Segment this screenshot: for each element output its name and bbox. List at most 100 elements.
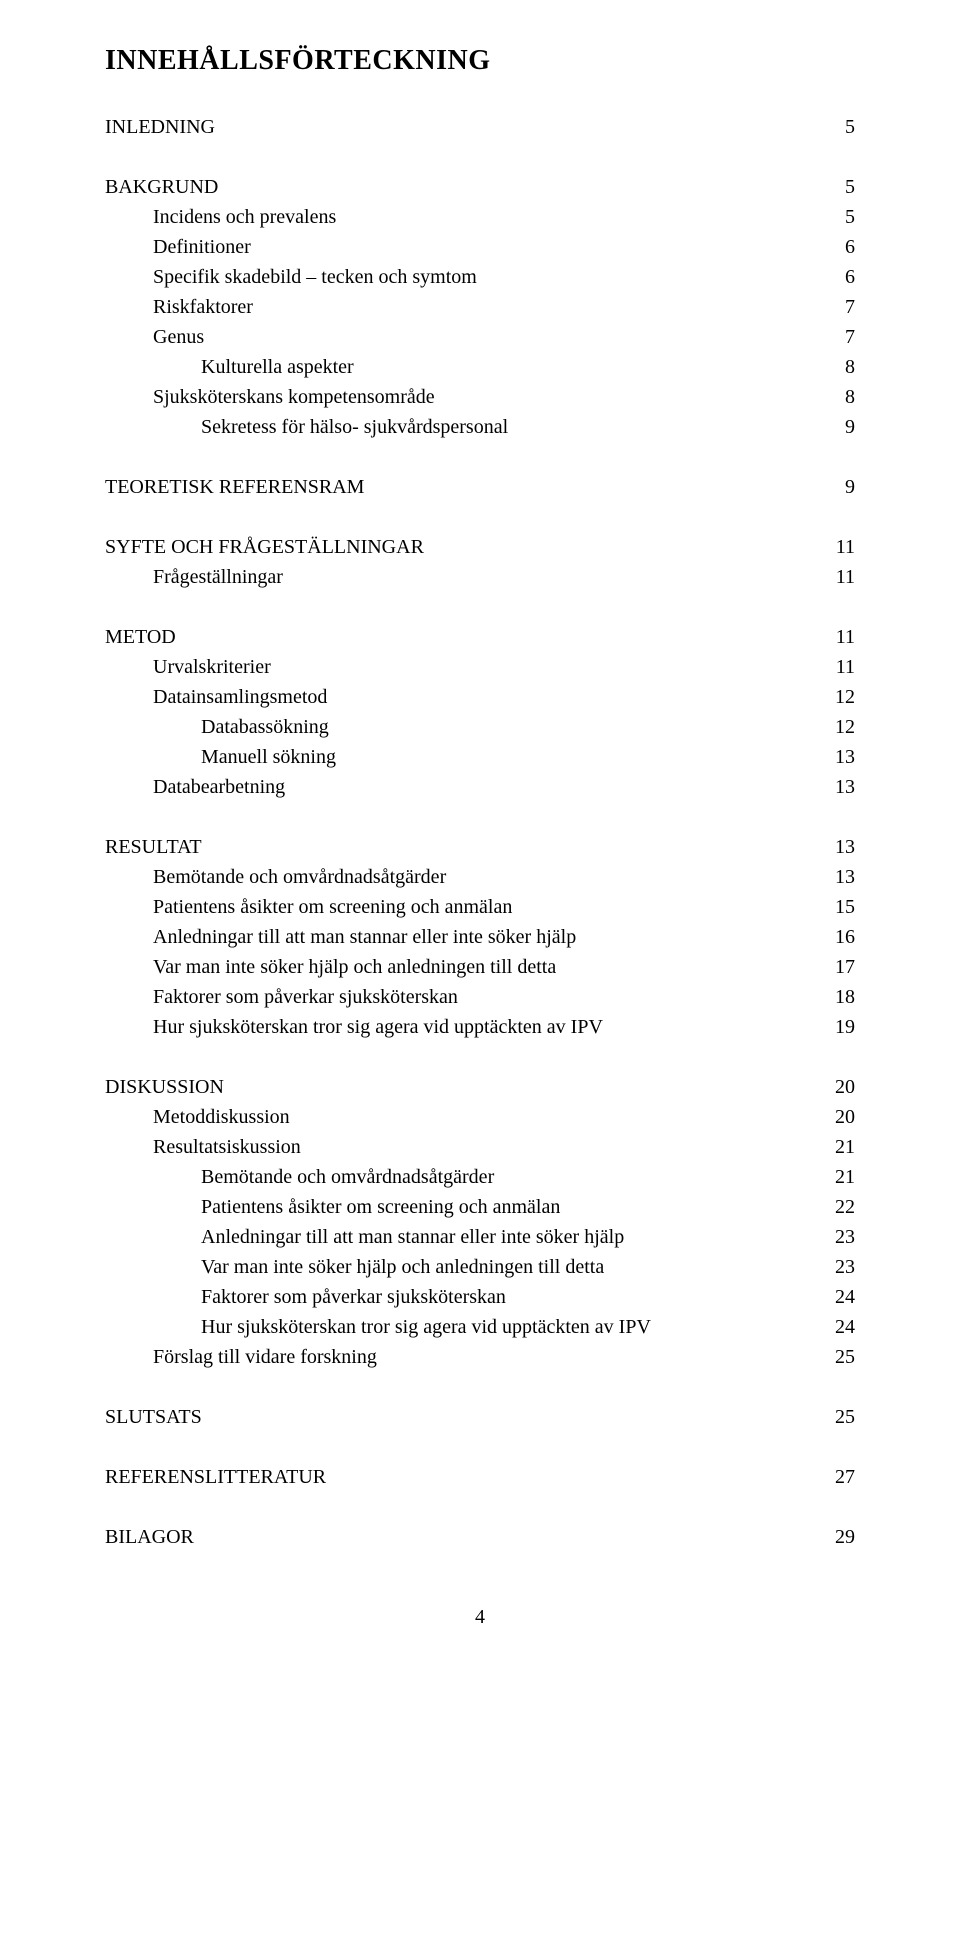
toc-label: DISKUSSION <box>105 1072 224 1102</box>
toc-row: REFERENSLITTERATUR27 <box>105 1462 855 1492</box>
toc-row: Anledningar till att man stannar eller i… <box>105 1222 855 1252</box>
toc-label: Bemötande och omvårdnadsåtgärder <box>153 862 446 892</box>
toc-page: 5 <box>825 112 855 142</box>
toc-label: TEORETISK REFERENSRAM <box>105 472 364 502</box>
toc-section: RESULTAT 13 Bemötande och omvårdnadsåtgärd… <box>105 832 855 1042</box>
toc-row: Hur sjuksköterskan tror sig agera vid up… <box>105 1012 855 1042</box>
toc-label: Urvalskriterier <box>153 652 271 682</box>
toc-label: Anledningar till att man stannar eller i… <box>201 1222 624 1252</box>
toc-page: 8 <box>825 382 855 412</box>
toc-label: SYFTE OCH FRÅGESTÄLLNINGAR <box>105 532 424 562</box>
toc-section: BAKGRUND5Incidens och prevalens5Definiti… <box>105 172 855 442</box>
toc-row: Datainsamlingsmetod 12 <box>105 682 855 712</box>
toc-section: SYFTE OCH FRÅGESTÄLLNINGAR11Frågeställni… <box>105 532 855 592</box>
toc-section: METOD11Urvalskriterier11Datainsamlingsme… <box>105 622 855 802</box>
toc-label: Var man inte söker hjälp och anledningen… <box>201 1252 604 1282</box>
toc-page: 15 <box>825 892 855 922</box>
toc-label: BILAGOR <box>105 1522 194 1552</box>
toc-page: 11 <box>825 652 855 682</box>
toc-label: Faktorer som påverkar sjuksköterskan <box>153 982 458 1012</box>
toc-page: 27 <box>825 1462 855 1492</box>
toc-page: 21 <box>825 1162 855 1192</box>
toc-row: BILAGOR29 <box>105 1522 855 1552</box>
toc-page: 11 <box>825 562 855 592</box>
toc-label: SLUTSATS <box>105 1402 202 1432</box>
toc-label: Hur sjuksköterskan tror sig agera vid up… <box>201 1312 651 1342</box>
toc-page: 13 <box>825 772 855 802</box>
toc-row: Faktorer som påverkar sjuksköterskan 24 <box>105 1282 855 1312</box>
toc-row: Riskfaktorer7 <box>105 292 855 322</box>
page-number: 4 <box>105 1602 855 1632</box>
toc-row: Databassökning12 <box>105 712 855 742</box>
toc-row: BAKGRUND 5 <box>105 172 855 202</box>
toc-row: RESULTAT 13 <box>105 832 855 862</box>
toc-row: Frågeställningar 11 <box>105 562 855 592</box>
toc-row: Sekretess för hälso- sjukvårdspersonal9 <box>105 412 855 442</box>
toc-label: Specifik skadebild – tecken och symtom <box>153 262 477 292</box>
toc-row: METOD11 <box>105 622 855 652</box>
toc-page: 13 <box>825 742 855 772</box>
toc-row: Patientens åsikter om screening och anmä… <box>105 892 855 922</box>
toc-label: Frågeställningar <box>153 562 283 592</box>
toc-row: Databearbetning 13 <box>105 772 855 802</box>
toc-page: 20 <box>825 1102 855 1132</box>
toc-page: 24 <box>825 1282 855 1312</box>
toc-page: 19 <box>825 1012 855 1042</box>
toc-label: INLEDNING <box>105 112 215 142</box>
toc-row: Var man inte söker hjälp och anledningen… <box>105 1252 855 1282</box>
toc-label: Riskfaktorer <box>153 292 253 322</box>
toc-label: Faktorer som påverkar sjuksköterskan <box>201 1282 506 1312</box>
toc-row: Patientens åsikter om screening och anmä… <box>105 1192 855 1222</box>
toc-section: BILAGOR29 <box>105 1522 855 1552</box>
toc-label: Databearbetning <box>153 772 285 802</box>
toc-row: TEORETISK REFERENSRAM 9 <box>105 472 855 502</box>
toc-page: 13 <box>825 832 855 862</box>
toc-label: Kulturella aspekter <box>201 352 354 382</box>
toc-page: 5 <box>825 202 855 232</box>
toc-page: 7 <box>825 322 855 352</box>
toc-label: Sjuksköterskans kompetensområde <box>153 382 435 412</box>
toc-page: 16 <box>825 922 855 952</box>
toc-page: 12 <box>825 682 855 712</box>
toc-label: Bemötande och omvårdnadsåtgärder <box>201 1162 494 1192</box>
toc-row: SYFTE OCH FRÅGESTÄLLNINGAR11 <box>105 532 855 562</box>
toc-label: BAKGRUND <box>105 172 218 202</box>
toc-label: Var man inte söker hjälp och anledningen… <box>153 952 556 982</box>
toc-row: Specifik skadebild – tecken och symtom 6 <box>105 262 855 292</box>
toc-row: Sjuksköterskans kompetensområde 8 <box>105 382 855 412</box>
toc-label: Genus <box>153 322 204 352</box>
toc-row: Anledningar till att man stannar eller i… <box>105 922 855 952</box>
toc-label: Patientens åsikter om screening och anmä… <box>201 1192 560 1222</box>
toc-page: 18 <box>825 982 855 1012</box>
toc-page: 5 <box>825 172 855 202</box>
toc-row: INLEDNING 5 <box>105 112 855 142</box>
toc-row: Manuell sökning13 <box>105 742 855 772</box>
toc-section: REFERENSLITTERATUR27 <box>105 1462 855 1492</box>
toc-label: Resultatsiskussion <box>153 1132 301 1162</box>
toc-row: Metoddiskussion20 <box>105 1102 855 1132</box>
toc-page: 6 <box>825 232 855 262</box>
toc-label: RESULTAT <box>105 832 202 862</box>
toc-label: Anledningar till att man stannar eller i… <box>153 922 576 952</box>
toc-label: Patientens åsikter om screening och anmä… <box>153 892 512 922</box>
toc-page: 17 <box>825 952 855 982</box>
toc-section: DISKUSSION 20Metoddiskussion20Resultatsis… <box>105 1072 855 1372</box>
toc-page: 8 <box>825 352 855 382</box>
toc-row: Bemötande och omvårdnadsåtgärder 21 <box>105 1162 855 1192</box>
toc-row: Genus 7 <box>105 322 855 352</box>
toc-page: 21 <box>825 1132 855 1162</box>
toc-page: 13 <box>825 862 855 892</box>
toc-row: Urvalskriterier 11 <box>105 652 855 682</box>
toc-row: Incidens och prevalens5 <box>105 202 855 232</box>
document-title: INNEHÅLLSFÖRTECKNING <box>105 40 855 82</box>
toc-section: SLUTSATS25 <box>105 1402 855 1432</box>
toc-row: Faktorer som påverkar sjuksköterskan 18 <box>105 982 855 1012</box>
toc-section: INLEDNING 5 <box>105 112 855 142</box>
toc-section: TEORETISK REFERENSRAM 9 <box>105 472 855 502</box>
toc-page: 9 <box>825 472 855 502</box>
toc-row: Resultatsiskussion 21 <box>105 1132 855 1162</box>
toc-label: METOD <box>105 622 176 652</box>
toc-page: 6 <box>825 262 855 292</box>
toc-row: Var man inte söker hjälp och anledningen… <box>105 952 855 982</box>
toc-label: Datainsamlingsmetod <box>153 682 327 712</box>
